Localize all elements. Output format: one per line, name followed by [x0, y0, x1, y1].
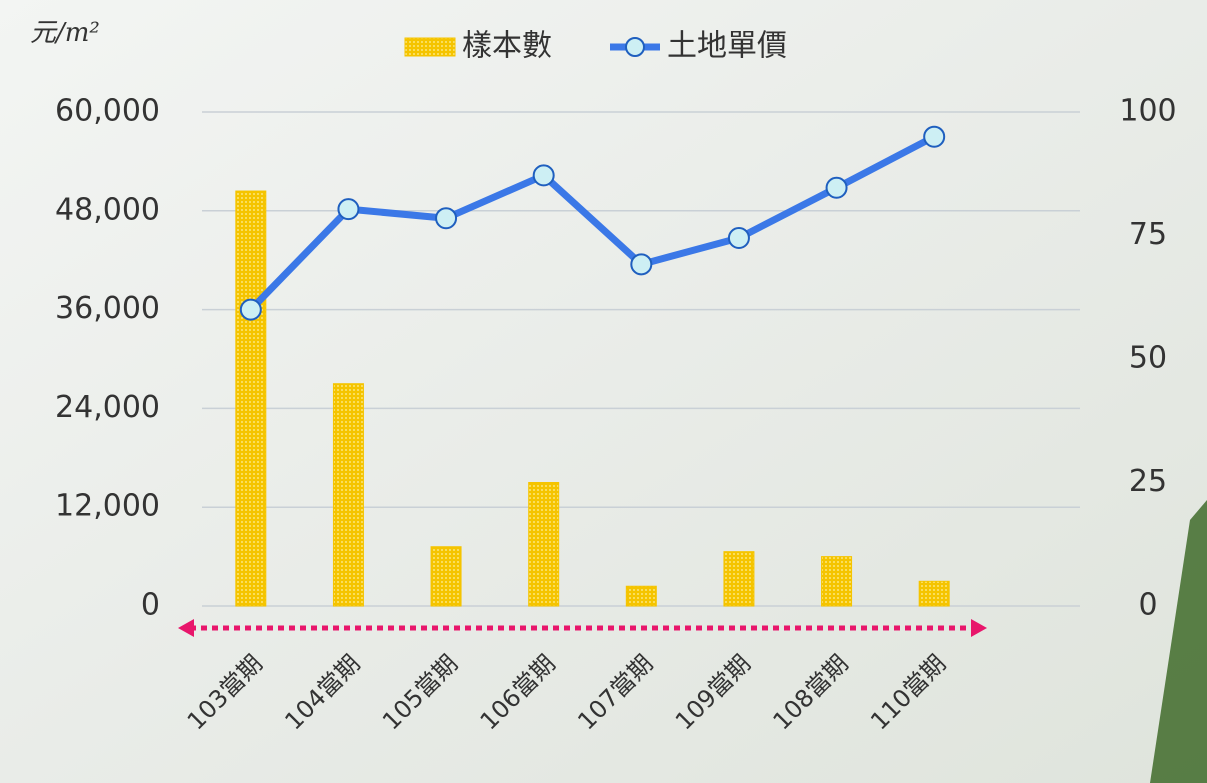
y-tick-label: 0 — [141, 588, 160, 623]
y2-tick-label: 25 — [1129, 464, 1167, 499]
bar — [431, 547, 461, 606]
line-marker — [631, 254, 651, 274]
line-marker — [534, 165, 554, 185]
legend-label: 樣本數 — [462, 29, 552, 64]
chart: 元/m² 0 12,000 24,000 36,000 48,000 60,000 0 25 5… — [0, 0, 1207, 783]
y2-tick-label: 75 — [1129, 217, 1167, 252]
y-tick-label: 24,000 — [55, 390, 160, 425]
y2-tick-label: 50 — [1129, 341, 1167, 376]
bar — [529, 483, 559, 607]
line-marker — [924, 127, 944, 147]
y-tick-label: 48,000 — [55, 192, 160, 227]
legend-label: 土地單價 — [667, 29, 787, 64]
legend-swatch — [405, 38, 455, 56]
y-tick-label: 60,000 — [55, 94, 160, 129]
bar — [919, 581, 949, 606]
bar — [724, 552, 754, 606]
line-marker — [827, 178, 847, 198]
y-tick-label: 12,000 — [55, 489, 160, 524]
line-marker — [729, 228, 749, 248]
background — [0, 0, 1207, 783]
y-tick-label: 36,000 — [55, 291, 160, 326]
y-axis-label: 元/m² — [30, 18, 100, 48]
line-marker — [338, 199, 358, 219]
bar — [236, 191, 266, 606]
bar — [626, 586, 656, 606]
legend-swatch — [626, 38, 644, 56]
line-marker — [436, 208, 456, 228]
y2-tick-label: 0 — [1138, 588, 1157, 623]
bar — [822, 557, 852, 606]
y2-tick-label: 100 — [1119, 94, 1176, 129]
line-marker — [241, 300, 261, 320]
bar — [333, 384, 363, 606]
